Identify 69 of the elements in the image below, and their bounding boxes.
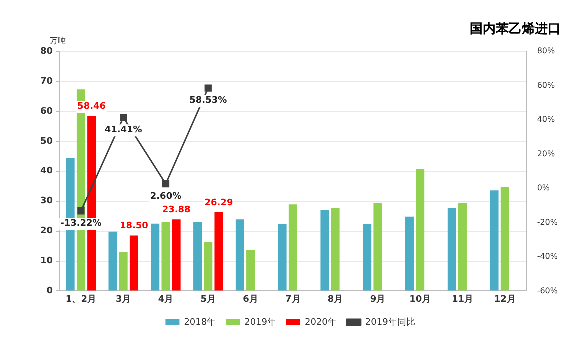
x-tick-label: 10月 bbox=[410, 294, 432, 305]
bar bbox=[458, 203, 467, 291]
bar bbox=[246, 250, 256, 291]
x-tick-label: 12月 bbox=[494, 294, 516, 305]
bar bbox=[448, 208, 456, 291]
y-tick-label: 50 bbox=[40, 136, 53, 147]
y2-tick-label: 20% bbox=[537, 149, 556, 158]
bar bbox=[204, 242, 213, 291]
x-tick-label: 7月 bbox=[286, 294, 301, 305]
x-tick-label: 4月 bbox=[158, 294, 174, 305]
data-label: 26.29 bbox=[204, 198, 234, 208]
data-label: 2.60% bbox=[150, 192, 182, 202]
bar bbox=[236, 220, 244, 291]
x-tick-label: 1、2月 bbox=[66, 294, 96, 305]
bar bbox=[214, 212, 224, 291]
bar bbox=[331, 208, 340, 291]
point bbox=[120, 114, 128, 122]
bar bbox=[320, 210, 330, 291]
bar bbox=[162, 222, 170, 291]
bar bbox=[194, 222, 202, 291]
y2-tick-label: 0% bbox=[537, 184, 550, 193]
data-label: 18.50 bbox=[120, 222, 148, 232]
bar bbox=[363, 224, 372, 291]
point bbox=[78, 208, 85, 215]
y-tick-label: 10 bbox=[40, 256, 53, 267]
y2-tick-label: 40% bbox=[537, 115, 556, 124]
bar bbox=[406, 216, 414, 291]
y-tick-label: 70 bbox=[40, 76, 53, 87]
y2-tick-label: -40% bbox=[537, 252, 558, 262]
bar bbox=[288, 204, 298, 291]
y-tick-label: 80 bbox=[40, 46, 53, 57]
legend-label: 2020年 bbox=[305, 316, 337, 328]
x-tick-label: 5月 bbox=[200, 294, 216, 305]
bar bbox=[278, 224, 287, 291]
point bbox=[162, 180, 170, 188]
y2-tick-label: -60% bbox=[537, 286, 558, 296]
bar bbox=[374, 203, 382, 291]
x-tick-label: 9月 bbox=[370, 294, 386, 305]
bar bbox=[490, 190, 499, 291]
bar bbox=[172, 220, 181, 291]
x-tick-label: 8月 bbox=[328, 294, 344, 305]
data-label: 58.46 bbox=[78, 102, 106, 112]
legend-label: 2018年 bbox=[184, 316, 216, 328]
bar bbox=[151, 224, 160, 291]
legend-label: 2019年同比 bbox=[365, 316, 416, 328]
y2-tick-label: -20% bbox=[537, 218, 558, 227]
y-tick-label: 40 bbox=[40, 166, 53, 177]
y2-tick-label: 60% bbox=[537, 80, 556, 90]
data-label: 58.53% bbox=[190, 96, 228, 106]
y-tick-label: 60 bbox=[40, 106, 53, 117]
y-tick-label: 30 bbox=[40, 196, 53, 207]
y-tick-label: 20 bbox=[40, 226, 53, 237]
y2-tick-label: 80% bbox=[537, 46, 556, 56]
x-tick-label: 3月 bbox=[116, 294, 132, 305]
bar bbox=[130, 236, 138, 291]
data-label: 23.88 bbox=[162, 206, 191, 216]
y-tick-label: 0 bbox=[46, 286, 53, 297]
legend-label: 2019年 bbox=[244, 316, 276, 328]
bar bbox=[500, 186, 510, 291]
bar bbox=[119, 252, 128, 291]
x-tick-label: 11月 bbox=[452, 294, 474, 305]
point bbox=[204, 84, 212, 92]
chart-title: 国内苯乙烯进口 bbox=[470, 21, 561, 38]
data-label: -13.22% bbox=[60, 218, 102, 229]
bar bbox=[416, 169, 425, 291]
x-tick-label: 6月 bbox=[243, 294, 258, 305]
y-axis-title: 万吨 bbox=[50, 36, 66, 46]
bar bbox=[108, 232, 118, 291]
data-label: 41.41% bbox=[104, 125, 142, 136]
